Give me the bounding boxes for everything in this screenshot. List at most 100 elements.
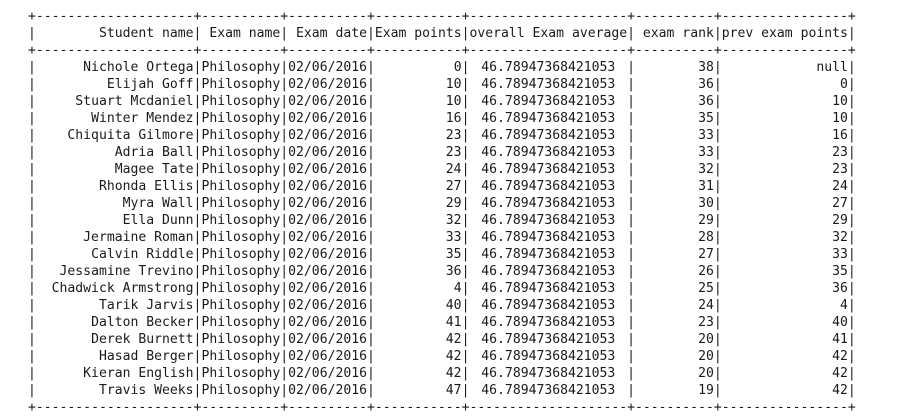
cell-exam: Philosophy xyxy=(201,196,281,211)
cell-rank: 23 xyxy=(698,315,714,330)
cell-exam: Philosophy xyxy=(201,298,281,313)
column-separator: | xyxy=(193,26,202,41)
column-separator: | xyxy=(627,230,636,245)
cell-student: Ella Dunn xyxy=(122,213,194,228)
cell-student: Magee Tate xyxy=(114,162,194,177)
cell-exam: Philosophy xyxy=(201,145,281,160)
cell-avg: 46.78947368421053 xyxy=(481,196,616,211)
cell-rank: 26 xyxy=(698,264,714,279)
cell-points: 42 xyxy=(445,366,462,381)
cell-avg: 46.78947368421053 xyxy=(481,111,616,126)
column-separator: | xyxy=(461,111,470,126)
column-separator: | xyxy=(627,349,636,364)
column-separator: | xyxy=(366,145,375,160)
cell-prev: 41 xyxy=(832,332,848,347)
cell-date: 02/06/2016 xyxy=(288,383,367,398)
table-row: | Jermaine Roman|Philosophy|02/06/2016| 33… xyxy=(28,229,856,246)
cell-date: 02/06/2016 xyxy=(288,213,367,228)
column-separator: | xyxy=(193,332,202,347)
table-row: | Kieran English|Philosophy|02/06/2016| 42… xyxy=(28,365,856,382)
column-separator: | xyxy=(847,145,856,160)
table-row: | Travis Weeks|Philosophy|02/06/2016| 47| 4… xyxy=(28,382,856,399)
cell-avg: 46.78947368421053 xyxy=(481,298,616,313)
column-header-student: Student name xyxy=(98,26,194,41)
console-output: +--------------------+----------+-------… xyxy=(28,8,856,416)
cell-prev: 42 xyxy=(832,366,848,381)
cell-student: Nichole Ortega xyxy=(83,60,194,75)
cell-exam: Philosophy xyxy=(201,60,281,75)
column-separator: | xyxy=(280,94,289,109)
cell-points: 0 xyxy=(453,60,462,75)
cell-date: 02/06/2016 xyxy=(288,264,367,279)
column-separator: | xyxy=(280,162,289,177)
column-separator: | xyxy=(28,77,36,92)
column-separator: | xyxy=(461,247,470,262)
column-separator: | xyxy=(627,383,636,398)
column-separator: | xyxy=(627,128,636,143)
cell-avg: 46.78947368421053 xyxy=(481,128,616,143)
cell-date: 02/06/2016 xyxy=(288,298,367,313)
column-separator: | xyxy=(366,128,375,143)
column-separator: | xyxy=(280,179,289,194)
column-separator: | xyxy=(280,213,289,228)
column-separator: | xyxy=(280,264,289,279)
cell-student: Rhonda Ellis xyxy=(98,179,194,194)
column-separator: | xyxy=(366,298,375,313)
cell-points: 10 xyxy=(445,94,462,109)
cell-prev: 16 xyxy=(832,128,848,143)
cell-student: Travis Weeks xyxy=(98,383,194,398)
column-separator: | xyxy=(461,145,470,160)
column-separator: | xyxy=(28,213,36,228)
column-separator: | xyxy=(280,349,289,364)
cell-prev: 33 xyxy=(832,247,848,262)
column-separator: | xyxy=(366,281,375,296)
column-separator: | xyxy=(627,298,636,313)
cell-date: 02/06/2016 xyxy=(288,179,367,194)
column-separator: | xyxy=(366,383,375,398)
column-separator: | xyxy=(461,264,470,279)
cell-rank: 36 xyxy=(698,77,714,92)
column-separator: | xyxy=(280,77,289,92)
column-separator: | xyxy=(461,366,470,381)
cell-points: 10 xyxy=(445,77,462,92)
column-separator: | xyxy=(847,60,856,75)
cell-rank: 29 xyxy=(698,213,714,228)
table-row: | Winter Mendez|Philosophy|02/06/2016| 16|… xyxy=(28,110,856,127)
cell-student: Elijah Goff xyxy=(106,77,194,92)
cell-avg: 46.78947368421053 xyxy=(481,213,616,228)
column-separator: | xyxy=(28,128,36,143)
cell-prev: 35 xyxy=(832,264,848,279)
column-separator: | xyxy=(193,366,202,381)
column-separator: | xyxy=(627,281,636,296)
column-separator: | xyxy=(193,383,202,398)
column-separator: | xyxy=(193,179,202,194)
cell-points: 36 xyxy=(445,264,462,279)
cell-prev: 29 xyxy=(832,213,848,228)
cell-student: Hasad Berger xyxy=(98,349,194,364)
column-separator: | xyxy=(847,281,856,296)
table-row: | Chadwick Armstrong|Philosophy|02/06/201… xyxy=(28,280,856,297)
column-separator: | xyxy=(627,77,636,92)
table-border-top: +--------------------+----------+-------… xyxy=(28,9,856,24)
table-row: | Tarik Jarvis|Philosophy|02/06/2016| 40| 4… xyxy=(28,297,856,314)
column-separator: | xyxy=(28,264,36,279)
cell-exam: Philosophy xyxy=(201,213,281,228)
cell-rank: 27 xyxy=(698,247,714,262)
cell-prev: 0 xyxy=(839,77,848,92)
column-separator: | xyxy=(627,247,636,262)
cell-exam: Philosophy xyxy=(201,264,281,279)
column-header-rank: exam rank xyxy=(642,26,714,41)
table-row: | Elijah Goff|Philosophy|02/06/2016| 10| 46… xyxy=(28,76,856,93)
cell-exam: Philosophy xyxy=(201,179,281,194)
column-separator: | xyxy=(627,213,636,228)
column-separator: | xyxy=(461,349,470,364)
column-header-exam: Exam name xyxy=(209,26,281,41)
column-separator: | xyxy=(713,162,722,177)
cell-exam: Philosophy xyxy=(201,230,281,245)
column-separator: | xyxy=(28,315,36,330)
column-separator: | xyxy=(847,332,856,347)
column-separator: | xyxy=(280,332,289,347)
cell-avg: 46.78947368421053 xyxy=(481,332,616,347)
column-separator: | xyxy=(847,315,856,330)
column-separator: | xyxy=(847,111,856,126)
